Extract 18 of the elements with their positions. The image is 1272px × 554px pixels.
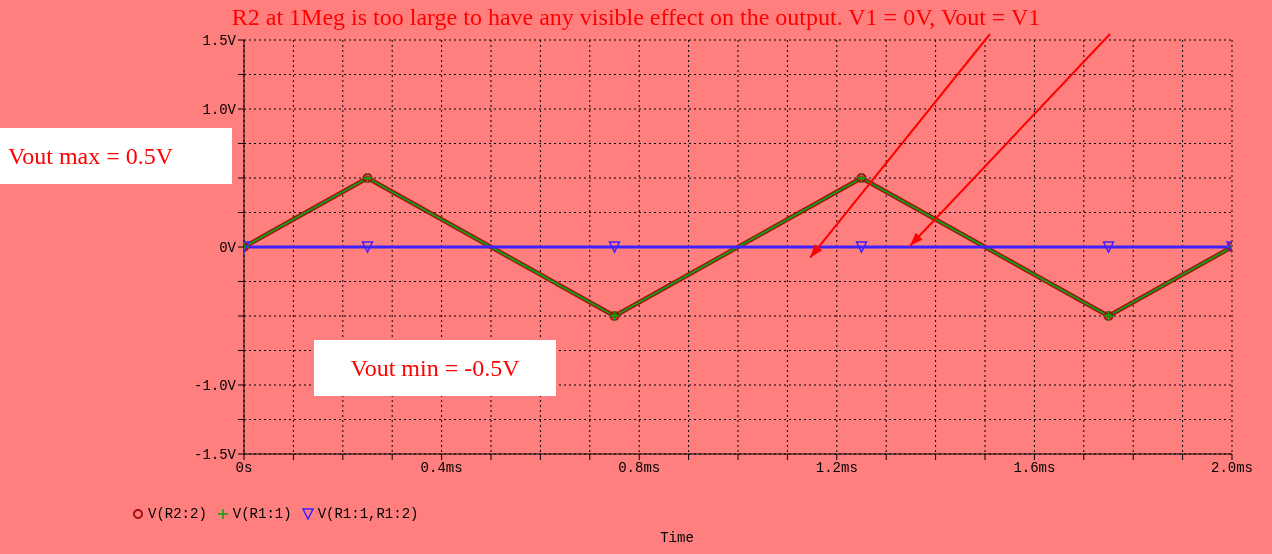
y-tick-label: -1.0V [193,377,237,394]
x-tick-label: 0.8ms [618,459,661,476]
y-tick-label: 1.0V [202,101,237,118]
annotation: Vout min = -0.5V [314,340,556,396]
x-tick-label: 0s [235,459,253,476]
text: Vout max = 0.5V [0,128,232,184]
y-tick-label: -1.5V [193,446,237,463]
x-tick-label: 2.0ms [1210,459,1254,476]
text: R2 at 1Meg is too large to have any visible effect on the output. V1 = 0V, Vout = V1 [230,4,1042,31]
x-tick-label: 1.6ms [1013,459,1056,476]
legend-label: V(R1:1) [232,506,292,522]
legend-label: V(R2:2) [148,506,207,522]
x-tick-label: 1.2ms [815,459,858,476]
y-tick-label: 0V [219,239,237,256]
legend-label: V(R1:1,R1:2) [317,506,419,522]
y-tick-label: 1.5V [202,32,237,49]
x-tick-label: 0.4ms [420,459,463,476]
x-axis-title: Time [659,530,695,546]
